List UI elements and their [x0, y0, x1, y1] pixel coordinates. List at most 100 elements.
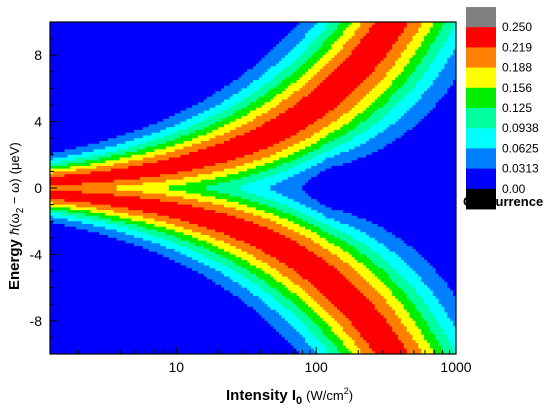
heatmap-cell	[99, 77, 103, 81]
heatmap-cell	[55, 320, 60, 325]
heatmap-cell	[81, 315, 86, 319]
heatmap-cell	[79, 46, 83, 51]
heatmap-cell	[81, 143, 86, 148]
heatmap-cell	[81, 30, 86, 34]
heatmap-cell	[50, 323, 54, 327]
heatmap-cell	[99, 66, 103, 70]
heatmap-cell	[70, 102, 74, 106]
heatmap-cell	[58, 80, 63, 84]
heatmap-cell	[102, 190, 106, 195]
heatmap-cell	[64, 329, 68, 333]
heatmap-cell	[90, 306, 95, 311]
heatmap-cell	[90, 337, 95, 341]
heatmap-cell	[87, 257, 92, 261]
heatmap-cell	[90, 116, 95, 120]
heatmap-cell	[90, 85, 95, 89]
heatmap-cell	[61, 74, 66, 78]
heatmap-cell	[87, 127, 92, 131]
heatmap-cell	[67, 210, 71, 214]
heatmap-cell	[67, 179, 71, 184]
heatmap-cell	[108, 124, 112, 128]
heatmap-cell	[73, 143, 77, 148]
heatmap-cell	[102, 143, 106, 148]
heatmap-cell	[79, 199, 83, 203]
heatmap-cell	[105, 165, 109, 170]
heatmap-cell	[79, 129, 83, 134]
heatmap-cell	[50, 157, 54, 161]
heatmap-cell	[67, 49, 71, 54]
heatmap-cell	[50, 196, 54, 200]
heatmap-cell	[81, 69, 86, 73]
heatmap-cell	[52, 223, 57, 228]
heatmap-cell	[76, 215, 80, 220]
heatmap-cell	[55, 88, 60, 92]
heatmap-cell	[102, 55, 106, 59]
heatmap-cell	[90, 33, 95, 37]
heatmap-cell	[55, 135, 60, 139]
heatmap-cell	[64, 85, 68, 89]
heatmap-cell	[76, 52, 80, 56]
heatmap-cell	[64, 262, 68, 267]
heatmap-cell	[52, 149, 57, 153]
heatmap-cell	[79, 179, 83, 184]
heatmap-cell	[84, 165, 89, 170]
heatmap-cell	[84, 207, 89, 211]
heatmap-cell	[87, 351, 92, 354]
heatmap-cell	[90, 165, 95, 170]
heatmap-cell	[52, 265, 57, 269]
heatmap-cell	[67, 99, 71, 103]
heatmap-cell	[81, 243, 86, 247]
heatmap-cell	[76, 127, 80, 131]
heatmap-cell	[79, 301, 83, 305]
heatmap-cell	[105, 99, 109, 103]
heatmap-cell	[55, 223, 60, 228]
heatmap-cell	[52, 127, 57, 131]
heatmap-cell	[93, 171, 97, 175]
heatmap-cell	[50, 182, 54, 186]
heatmap-cell	[73, 193, 77, 197]
heatmap-cell	[70, 118, 74, 123]
heatmap-cell	[58, 188, 63, 192]
heatmap-cell	[84, 132, 89, 137]
heatmap-cell	[50, 85, 54, 89]
heatmap-cell	[84, 215, 89, 220]
heatmap-cell	[76, 279, 80, 283]
heatmap-cell	[52, 176, 57, 181]
heatmap-cell	[102, 312, 106, 316]
heatmap-cell	[79, 121, 83, 125]
heatmap-cell	[73, 182, 77, 186]
heatmap-cell	[102, 284, 106, 289]
heatmap-cell	[93, 55, 97, 59]
heatmap-cell	[81, 293, 86, 297]
heatmap-cell	[87, 240, 92, 244]
heatmap-cell	[93, 116, 97, 120]
heatmap-cell	[105, 329, 109, 333]
heatmap-cell	[81, 287, 86, 291]
heatmap-cell	[96, 110, 100, 114]
heatmap-cell	[64, 246, 68, 250]
heatmap-cell	[58, 207, 63, 211]
heatmap-cell	[73, 63, 77, 67]
heatmap-cell	[50, 69, 54, 73]
heatmap-cell	[61, 27, 66, 31]
heatmap-cell	[96, 259, 100, 264]
heatmap-cell	[50, 132, 54, 137]
heatmap-cell	[102, 121, 106, 125]
heatmap-cell	[55, 96, 60, 101]
heatmap-cell	[76, 27, 80, 31]
heatmap-cell	[73, 201, 77, 206]
heatmap-cell	[81, 77, 86, 81]
heatmap-cell	[76, 301, 80, 305]
heatmap-cell	[96, 188, 100, 192]
heatmap-cell	[93, 190, 97, 195]
heatmap-cell	[73, 199, 77, 203]
heatmap-cell	[79, 268, 83, 272]
heatmap-cell	[61, 66, 66, 70]
heatmap-cell	[102, 138, 106, 142]
heatmap-cell	[50, 320, 54, 325]
heatmap-cell	[84, 276, 89, 280]
heatmap-cell	[76, 273, 80, 278]
heatmap-cell	[90, 146, 95, 150]
heatmap-cell	[76, 326, 80, 330]
heatmap-cell	[102, 218, 106, 222]
